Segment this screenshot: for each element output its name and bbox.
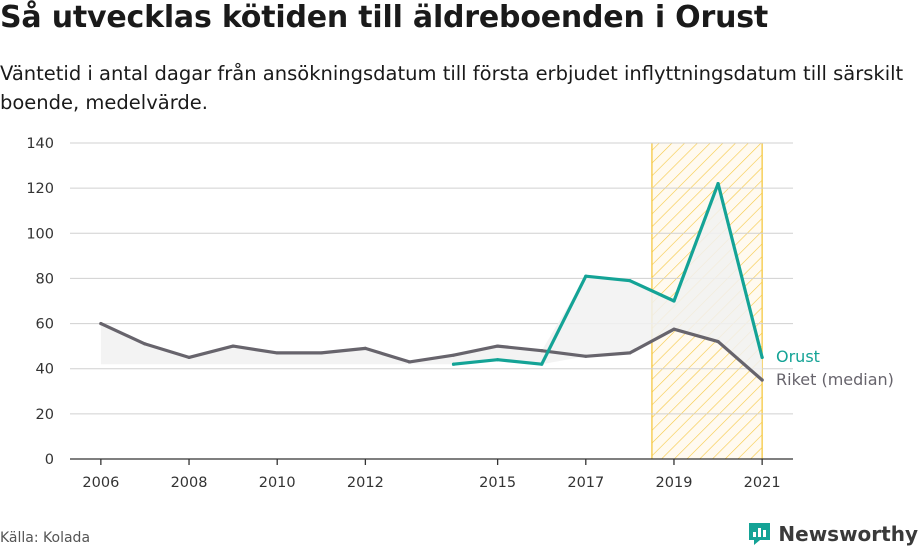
data-point-orust-2014 [451,362,456,366]
x-tick-label-2019: 2019 [656,475,693,491]
difference-area [100,183,763,380]
y-tick-label-60: 60 [36,317,54,333]
data-point-orust-2020 [716,182,720,186]
x-tick-label-2008: 2008 [171,475,208,491]
y-tick-label-120: 120 [26,181,54,197]
y-tick-label-80: 80 [36,271,54,287]
x-tick-label-2006: 2006 [82,475,119,491]
data-point-riket-2013 [407,360,412,364]
data-point-riket-2016 [540,349,544,353]
data-point-riket-2021 [760,378,764,382]
brand: Newsworthy [747,521,918,546]
x-tick-label-2015: 2015 [479,475,516,491]
y-tick-label-20: 20 [36,407,54,423]
data-point-riket-2019 [672,327,676,331]
y-tick-label-40: 40 [36,362,54,378]
series-line-orust [451,182,764,366]
data-point-orust-2017 [584,274,588,278]
x-tick-label-2017: 2017 [567,475,604,491]
chart-title: Så utvecklas kötiden till äldreboenden i… [0,0,769,35]
data-point-riket-2015 [496,344,500,348]
source-note: Källa: Kolada [0,530,91,546]
data-point-riket-2008 [187,355,191,360]
data-point-riket-2009 [231,344,235,348]
data-point-riket-2006 [99,321,103,326]
y-tick-label-100: 100 [26,226,54,242]
newsworthy-logo-icon [749,523,771,545]
data-point-riket-2011 [319,351,323,355]
data-point-riket-2018 [628,351,632,355]
data-point-orust-2018 [628,279,632,283]
y-tick-label-140: 140 [26,136,54,152]
data-point-riket-2017 [584,354,588,358]
data-point-orust-2021 [760,355,764,360]
x-tick-label-2021: 2021 [744,475,781,491]
data-point-orust-2015 [496,358,500,362]
data-point-orust-2016 [540,362,544,366]
data-point-riket-2012 [363,346,367,350]
data-point-riket-2014 [451,353,456,357]
data-point-orust-2019 [672,299,676,303]
brand-name: Newsworthy [778,521,918,546]
x-tick-label-2012: 2012 [347,475,384,491]
x-tick-label-2010: 2010 [259,475,296,491]
y-tick-label-0: 0 [45,452,54,468]
series-label-riket: Riket (median) [776,370,894,389]
data-point-riket-2010 [275,351,279,355]
data-point-riket-2020 [716,340,720,344]
series-line-riket [99,322,764,382]
chart-subtitle: Väntetid i antal dagar från ansökningsda… [0,62,904,114]
data-point-riket-2007 [143,342,147,346]
series-label-orust: Orust [776,347,820,366]
